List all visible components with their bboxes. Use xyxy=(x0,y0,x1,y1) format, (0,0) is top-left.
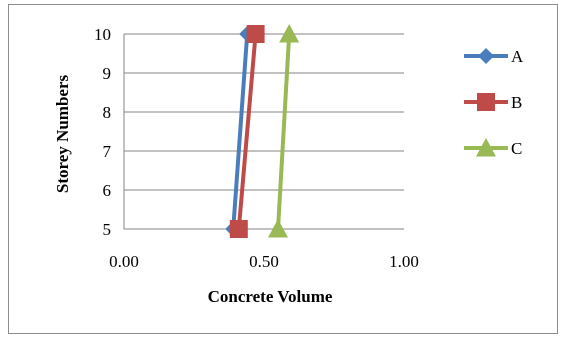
legend-item-C: C xyxy=(464,138,522,158)
legend-item-B: B xyxy=(464,93,522,112)
y-tick-label: 9 xyxy=(103,64,112,83)
y-tick-label: 6 xyxy=(103,181,112,200)
square-marker xyxy=(229,220,248,238)
triangle-marker xyxy=(279,24,300,43)
legend: A B C xyxy=(464,47,524,158)
series-group xyxy=(225,24,300,238)
triangle-marker xyxy=(476,138,496,157)
grid-lines xyxy=(124,33,404,230)
legend-label: B xyxy=(511,93,522,112)
series-line xyxy=(276,33,292,230)
y-tick-label: 10 xyxy=(94,25,111,44)
y-tick-label: 8 xyxy=(103,103,112,122)
x-axis-title: Concrete Volume xyxy=(208,287,333,306)
y-tick-label: 7 xyxy=(103,142,112,161)
legend-label: C xyxy=(511,139,522,158)
series-B xyxy=(229,25,265,238)
x-tick-label: 1.00 xyxy=(389,252,419,271)
y-tick-labels: 5 6 7 8 9 10 xyxy=(94,25,112,239)
legend-item-A: A xyxy=(464,47,524,66)
square-marker xyxy=(246,25,265,43)
x-tick-label: 0.50 xyxy=(249,252,279,271)
x-tick-label: 0.00 xyxy=(109,252,139,271)
square-marker xyxy=(477,93,495,111)
y-axis-title: Storey Numbers xyxy=(53,75,72,194)
legend-label: A xyxy=(511,47,524,66)
triangle-marker xyxy=(268,219,288,238)
x-tick-labels: 0.00 0.50 1.00 xyxy=(109,252,419,271)
y-tick-label: 5 xyxy=(103,220,112,239)
diamond-marker xyxy=(478,48,494,64)
series-C xyxy=(268,24,300,238)
series-line xyxy=(236,33,258,230)
series-line xyxy=(231,33,250,230)
